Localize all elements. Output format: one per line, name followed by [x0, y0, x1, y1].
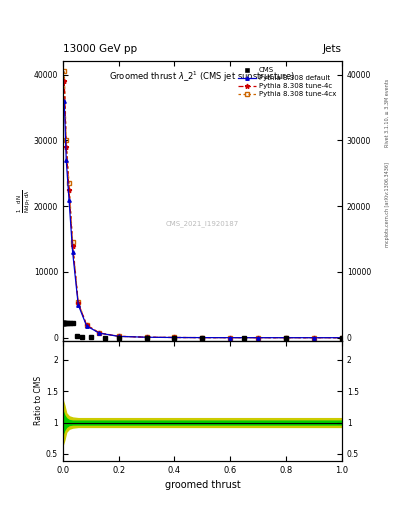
Pythia 8.308 tune-4c [97, 330, 101, 336]
Text: Groomed thrust $\lambda\_2^1$ (CMS jet substructure): Groomed thrust $\lambda\_2^1$ (CMS jet s… [110, 70, 295, 84]
Pythia 8.308 tune-4c [284, 335, 288, 341]
CMS [80, 334, 85, 340]
Pythia 8.308 default [67, 197, 72, 203]
Pythia 8.308 tune-4cx [228, 334, 233, 340]
Text: mcplots.cern.ch [arXiv:1306.3436]: mcplots.cern.ch [arXiv:1306.3436] [385, 162, 390, 247]
Pythia 8.308 tune-4c [84, 322, 89, 328]
CMS [116, 335, 121, 341]
Line: Pythia 8.308 tune-4c: Pythia 8.308 tune-4c [62, 79, 344, 340]
Pythia 8.308 tune-4c [70, 243, 75, 249]
Pythia 8.308 default [312, 335, 316, 341]
Pythia 8.308 tune-4cx [70, 239, 75, 245]
Pythia 8.308 default [172, 334, 177, 340]
CMS [242, 335, 247, 341]
CMS [172, 335, 177, 341]
Pythia 8.308 tune-4c [76, 300, 81, 306]
X-axis label: groomed thrust: groomed thrust [165, 480, 240, 490]
CMS [75, 333, 79, 339]
Pythia 8.308 tune-4cx [62, 68, 67, 74]
Pythia 8.308 tune-4cx [172, 334, 177, 340]
Pythia 8.308 default [64, 157, 69, 163]
Pythia 8.308 default [200, 334, 205, 340]
CMS [64, 320, 69, 326]
CMS [66, 320, 70, 326]
Pythia 8.308 default [340, 335, 344, 341]
Pythia 8.308 tune-4cx [340, 335, 344, 341]
Pythia 8.308 tune-4cx [256, 335, 261, 341]
Pythia 8.308 tune-4c [144, 334, 149, 340]
Pythia 8.308 default [228, 334, 233, 340]
Pythia 8.308 default [116, 333, 121, 339]
Y-axis label: Ratio to CMS: Ratio to CMS [34, 376, 43, 425]
CMS [62, 320, 67, 326]
Pythia 8.308 tune-4cx [116, 333, 121, 339]
Pythia 8.308 tune-4c [62, 78, 67, 84]
Pythia 8.308 tune-4c [200, 334, 205, 340]
Pythia 8.308 tune-4c [340, 335, 344, 341]
CMS [61, 320, 66, 326]
CMS [70, 320, 75, 326]
Y-axis label: $\mathregular{\frac{1}{N}\frac{dN}{dp_T\,d\lambda}}$: $\mathregular{\frac{1}{N}\frac{dN}{dp_T\… [15, 189, 32, 213]
Line: CMS: CMS [61, 322, 343, 339]
CMS [61, 320, 66, 326]
Line: Pythia 8.308 default: Pythia 8.308 default [62, 99, 343, 339]
Pythia 8.308 tune-4cx [64, 137, 69, 143]
CMS [102, 334, 107, 340]
Pythia 8.308 default [70, 249, 75, 255]
CMS [284, 335, 288, 341]
Pythia 8.308 tune-4c [228, 334, 233, 340]
Legend: CMS, Pythia 8.308 default, Pythia 8.308 tune-4c, Pythia 8.308 tune-4cx: CMS, Pythia 8.308 default, Pythia 8.308 … [236, 65, 338, 99]
Pythia 8.308 tune-4cx [76, 299, 81, 305]
Pythia 8.308 default [144, 334, 149, 340]
CMS [63, 320, 68, 326]
Pythia 8.308 tune-4cx [97, 330, 101, 336]
CMS [340, 335, 344, 341]
Pythia 8.308 default [256, 335, 261, 341]
CMS [200, 335, 205, 341]
Text: 13000 GeV pp: 13000 GeV pp [63, 44, 137, 54]
CMS [61, 320, 65, 326]
Text: Rivet 3.1.10, ≥ 3.3M events: Rivet 3.1.10, ≥ 3.3M events [385, 78, 390, 147]
Pythia 8.308 tune-4cx [200, 334, 205, 340]
Pythia 8.308 default [284, 335, 288, 341]
Pythia 8.308 tune-4cx [284, 335, 288, 341]
Text: Jets: Jets [323, 44, 342, 54]
Pythia 8.308 tune-4c [116, 333, 121, 339]
CMS [88, 334, 93, 340]
CMS [61, 320, 66, 326]
Pythia 8.308 default [84, 323, 89, 329]
Pythia 8.308 tune-4cx [312, 335, 316, 341]
Line: Pythia 8.308 tune-4cx: Pythia 8.308 tune-4cx [62, 70, 343, 339]
CMS [68, 320, 72, 326]
Pythia 8.308 tune-4c [256, 335, 261, 341]
Pythia 8.308 default [76, 302, 81, 308]
Pythia 8.308 tune-4c [172, 334, 177, 340]
CMS [144, 335, 149, 341]
Pythia 8.308 tune-4cx [67, 180, 72, 186]
Pythia 8.308 tune-4cx [84, 322, 89, 328]
Pythia 8.308 tune-4c [64, 144, 69, 150]
Pythia 8.308 tune-4c [67, 187, 72, 193]
Pythia 8.308 default [62, 98, 67, 104]
Pythia 8.308 tune-4cx [144, 334, 149, 340]
Pythia 8.308 default [97, 330, 101, 336]
Pythia 8.308 tune-4c [312, 335, 316, 341]
Text: CMS_2021_I1920187: CMS_2021_I1920187 [166, 220, 239, 227]
